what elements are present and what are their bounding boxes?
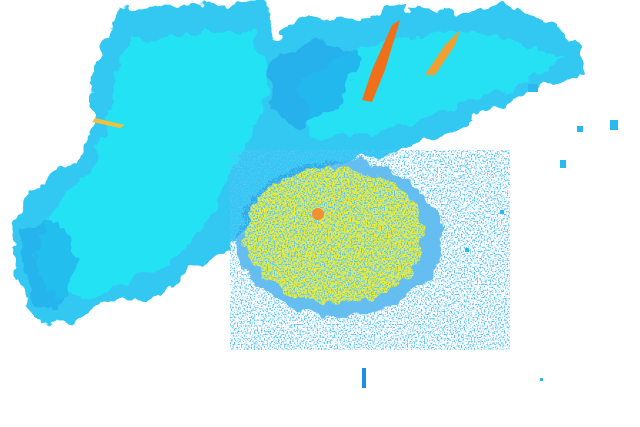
streak [425, 30, 460, 75]
echo-dot [540, 378, 543, 381]
echo-orange [92, 20, 460, 220]
scatter-specks [230, 150, 510, 350]
echo-dot [500, 210, 504, 214]
echo-dot [610, 120, 618, 130]
core [312, 208, 324, 220]
echo-dot [560, 160, 566, 168]
streak [92, 118, 125, 128]
echo-cyan [35, 30, 270, 300]
echo-dot [528, 84, 538, 92]
echo-dot [362, 368, 366, 388]
isolated-echoes [362, 84, 618, 388]
echo-blue [270, 40, 360, 130]
echo-dot [465, 248, 469, 252]
streak [362, 20, 400, 102]
echo-cyan [300, 30, 560, 140]
echo-blue [20, 220, 80, 310]
echo-dot [577, 126, 583, 132]
